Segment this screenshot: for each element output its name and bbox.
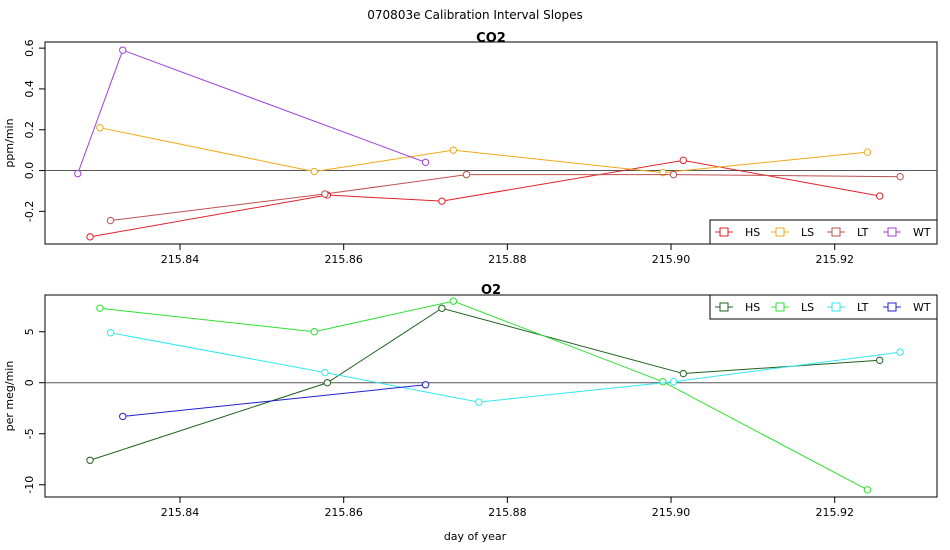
o2-series-hs-point — [679, 369, 688, 378]
co2-legend-ls-label: LS — [801, 226, 814, 239]
o2-series-ls-point — [659, 378, 667, 386]
co2-x-tick-label: 215.84 — [161, 253, 200, 266]
co2-series-hs-point — [679, 156, 688, 165]
o2-series-hs-line — [89, 307, 880, 461]
co2-series-lt-point — [462, 170, 471, 179]
co2-series-lt-point — [669, 170, 678, 179]
co2-legend-ls-marker — [775, 227, 785, 237]
o2-series-hs-point — [438, 304, 446, 312]
o2-series-wt-point — [421, 381, 430, 389]
o2-series-hs-point — [323, 379, 332, 387]
o2-series-lt-line — [110, 332, 901, 403]
co2-series-ls-point — [310, 167, 318, 176]
o2-legend-hs-marker — [719, 302, 729, 312]
co2-series-lt-point — [321, 190, 329, 198]
o2-legend-lt-label: LT — [857, 301, 869, 314]
co2-title: CO2 — [476, 31, 506, 46]
co2-panel: CO2 ppm/min -0.20.00.20.40.6 215.84 215.8… — [3, 31, 938, 266]
figure-title: 070803e Calibration Interval Slopes — [367, 8, 582, 22]
o2-series-lt-point — [475, 398, 483, 406]
o2-x-tick-label: 215.86 — [324, 506, 363, 519]
co2-x-tick-label: 215.86 — [324, 253, 363, 266]
co2-series-lt-line — [110, 174, 901, 222]
co2-series-hs-point — [86, 233, 94, 241]
o2-series-lt-point — [669, 378, 678, 386]
o2-legend: HS LS LT WT — [709, 294, 938, 320]
co2-series-wt-point — [421, 158, 430, 167]
co2-legend-lt-marker — [831, 227, 841, 237]
co2-x-tick-label: 215.90 — [652, 253, 691, 266]
co2-x-axis: 215.84 215.86 215.88 215.90 215.92 — [161, 244, 854, 266]
o2-y-tick-label: -5 — [23, 428, 36, 439]
o2-x-axis: 215.84 215.86 215.88 215.90 215.92 — [161, 497, 854, 519]
co2-series-ls-point — [449, 146, 458, 154]
o2-legend-ls-marker — [775, 302, 785, 312]
co2-series-hs-point — [438, 197, 446, 205]
o2-legend-wt-label: WT — [913, 301, 931, 314]
o2-series-wt-line — [122, 384, 426, 417]
co2-series-wt-point — [119, 46, 127, 54]
o2-series-ls-point — [310, 328, 318, 336]
o2-legend-wt-marker — [887, 302, 897, 312]
o2-series-ls-point — [449, 297, 458, 305]
o2-legend-lt-marker — [831, 302, 841, 312]
co2-series-wt-line — [77, 49, 426, 174]
o2-y-axis: -10 -5 0 5 — [23, 328, 45, 494]
o2-legend-hs-label: HS — [745, 301, 760, 314]
co2-legend: HS LS LT WT — [709, 219, 938, 245]
o2-x-tick-label: 215.84 — [161, 506, 200, 519]
o2-series-group — [86, 297, 904, 494]
co2-x-tick-label: 215.88 — [488, 253, 527, 266]
o2-y-tick-label: 5 — [23, 328, 36, 335]
o2-y-tick-label: -10 — [23, 476, 36, 494]
o2-panel: O2 per meg/min day of year -10 -5 0 5 215.8… — [3, 283, 938, 543]
o2-x-tick-label: 215.92 — [815, 506, 854, 519]
o2-plot-frame — [44, 294, 938, 498]
o2-x-axis-label: day of year — [444, 530, 507, 543]
co2-legend-wt-label: WT — [913, 226, 931, 239]
o2-title: O2 — [481, 283, 501, 298]
o2-legend-ls-label: LS — [801, 301, 814, 314]
co2-legend-hs-marker — [719, 227, 729, 237]
co2-series-group — [74, 46, 904, 241]
o2-series-hs-point — [876, 356, 884, 364]
o2-series-lt-point — [896, 348, 904, 356]
o2-series-wt-point — [119, 412, 127, 421]
o2-y-tick-label: 0 — [23, 379, 36, 386]
o2-series-lt-point — [106, 329, 115, 337]
co2-legend-wt-marker — [887, 227, 897, 237]
co2-plot-frame — [44, 41, 938, 245]
o2-series-ls-point — [863, 486, 872, 494]
co2-legend-lt-label: LT — [857, 226, 869, 239]
co2-y-axis-label: ppm/min — [3, 118, 16, 167]
o2-series-hs-point — [86, 456, 94, 464]
co2-series-ls-line — [99, 127, 868, 174]
o2-series-lt-point — [321, 368, 329, 377]
co2-series-hs-point — [876, 192, 884, 200]
co2-series-lt-point — [896, 172, 904, 181]
o2-y-axis-label: per meg/min — [3, 361, 16, 432]
co2-series-ls-point — [863, 148, 872, 156]
co2-x-tick-label: 215.92 — [815, 253, 854, 266]
co2-series-wt-point — [74, 169, 82, 178]
co2-y-tick-label: -0.2 — [23, 201, 36, 222]
co2-y-tick-label: 0.2 — [23, 121, 36, 139]
o2-series-ls-point — [96, 304, 104, 312]
co2-y-tick-label: 0.4 — [23, 80, 36, 98]
o2-x-tick-label: 215.88 — [488, 506, 527, 519]
co2-legend-hs-label: HS — [745, 226, 760, 239]
co2-series-ls-point — [96, 123, 104, 132]
o2-x-tick-label: 215.90 — [652, 506, 691, 519]
co2-series-lt-point — [106, 216, 115, 225]
co2-y-axis: -0.2 0.0 0.2 0.4 0.6 — [23, 39, 45, 222]
co2-y-tick-label: 0.0 — [23, 162, 36, 180]
co2-y-tick-label: 0.6 — [23, 39, 36, 57]
o2-series-ls-line — [99, 300, 868, 491]
